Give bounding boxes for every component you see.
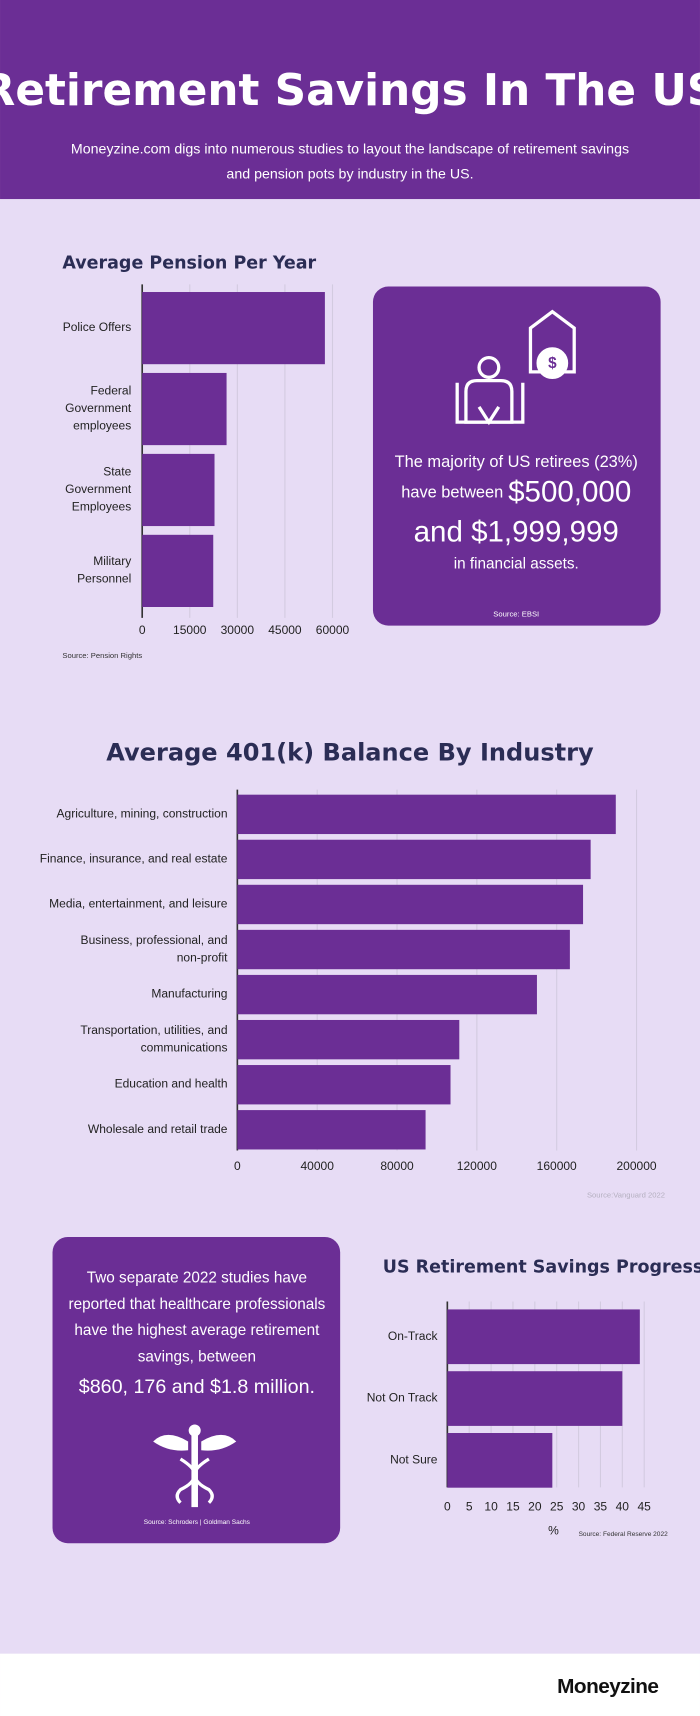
category-label: Wholesale and retail trade [88, 1122, 228, 1136]
bar [237, 839, 591, 880]
callout-box [52, 1236, 341, 1544]
category-label: Transportation, utilities, and communicat… [80, 1023, 227, 1054]
x-tick-label: 45 [638, 1499, 652, 1513]
x-tick-label: 160000 [537, 1159, 577, 1173]
x-tick-label: 15 [506, 1499, 520, 1513]
x-tick-label: 30 [572, 1499, 586, 1513]
source: Source: Federal Reserve 2022 [579, 1531, 669, 1538]
x-tick-label: 200000 [616, 1159, 656, 1173]
callout-highlight: and $1,999,999 [414, 516, 619, 549]
callout-text: reported that healthcare professionals [68, 1296, 325, 1313]
x-tick-label: 0 [139, 623, 146, 637]
category-label: State Government Employees [65, 465, 132, 514]
category-label: Agriculture, mining, construction [57, 807, 228, 821]
bar [142, 453, 215, 527]
x-tick-label: 5 [466, 1499, 473, 1513]
bar [447, 1433, 553, 1488]
subtitle: Moneyzine.com digs into numerous studies… [71, 142, 629, 158]
x-tick-label: 25 [550, 1499, 564, 1513]
callout-highlight: $500,000 [508, 475, 631, 508]
x-tick-label: 45000 [268, 623, 302, 637]
callout-text: in financial assets. [454, 555, 579, 572]
callout-text: have between [401, 484, 503, 502]
bar [447, 1371, 623, 1426]
bar [237, 1019, 460, 1060]
x-tick-label: 80000 [380, 1159, 414, 1173]
callout-text: have between $500,000 [401, 475, 631, 508]
source: Source:Vanguard 2022 [587, 1190, 665, 1199]
bar [142, 292, 325, 365]
callout-text: have the highest average retirement [74, 1322, 320, 1339]
callout-text: The majority of US retirees (23%) [395, 453, 638, 471]
x-tick-label: 120000 [457, 1159, 497, 1173]
bar [237, 929, 570, 970]
caduceus-icon [153, 1424, 237, 1508]
category-label: Not On Track [367, 1391, 439, 1405]
x-tick-label: 0 [234, 1159, 241, 1173]
bar [142, 534, 214, 607]
chart-title: US Retirement Savings Progress [383, 1258, 700, 1278]
source: Source: Pension Rights [62, 651, 142, 660]
category-label: Not Sure [390, 1453, 438, 1467]
callout-box [372, 286, 661, 626]
header-band [0, 0, 700, 200]
category-label: Federal Government employees [65, 384, 132, 433]
category-label: Manufacturing [151, 987, 227, 1001]
category-label: Media, entertainment, and leisure [49, 897, 228, 911]
category-label: Police Offers [63, 320, 132, 334]
x-tick-label: 40 [616, 1499, 630, 1513]
x-tick-label: 30000 [221, 623, 255, 637]
brand-logo: Moneyzine [557, 1675, 658, 1698]
retiree-icon [455, 309, 576, 426]
x-tick-label: 40000 [300, 1159, 334, 1173]
bar [447, 1309, 640, 1365]
category-label: Business, professional, and non-profit [81, 933, 229, 964]
bar [237, 974, 537, 1015]
x-tick-label: 20 [528, 1499, 542, 1513]
x-axis-label: % [548, 1523, 559, 1537]
bar [237, 1110, 426, 1150]
callout-text: Two separate 2022 studies have [87, 1270, 307, 1287]
chart-title: Average Pension Per Year [62, 254, 316, 274]
bar [237, 884, 584, 925]
source: Source: Schroders | Goldman Sachs [144, 1519, 251, 1526]
subtitle: and pension pots by industry in the US. [226, 167, 473, 183]
bar [237, 794, 616, 835]
category-label: Finance, insurance, and real estate [40, 852, 228, 866]
category-label: On-Track [388, 1329, 439, 1343]
bar [142, 372, 227, 446]
chart-title: Average 401(k) Balance By Industry [106, 739, 594, 767]
callout-highlight: $860, 176 and $1.8 million. [79, 1376, 315, 1398]
footer-band [0, 1653, 700, 1716]
category-label: Education and health [115, 1077, 228, 1091]
x-tick-label: 0 [444, 1499, 451, 1513]
category-label: Military Personnel [77, 554, 131, 585]
x-tick-label: 15000 [173, 623, 207, 637]
bar [237, 1065, 451, 1105]
x-tick-label: 35 [594, 1499, 608, 1513]
callout-text: savings, between [138, 1348, 256, 1365]
page-title: Retirement Savings In The US [0, 65, 700, 116]
source: Source: EBSI [493, 610, 539, 619]
x-tick-label: 60000 [316, 623, 350, 637]
dollar-icon: $ [548, 355, 557, 372]
x-tick-label: 10 [484, 1499, 498, 1513]
